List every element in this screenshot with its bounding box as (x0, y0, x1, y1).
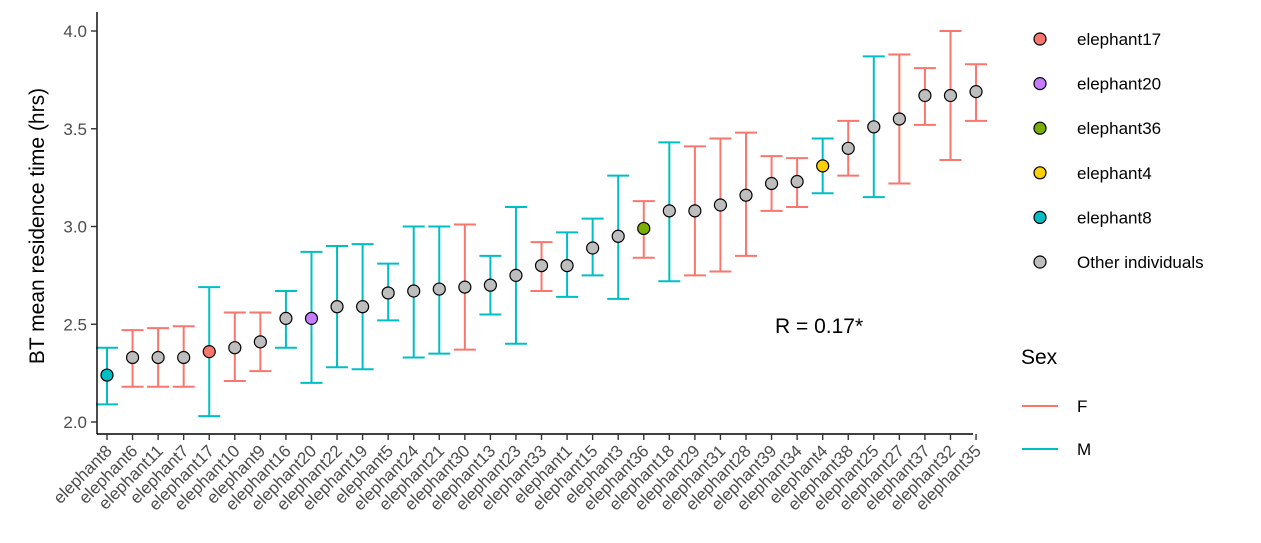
legend-item-elephant8: elephant8 (1033, 208, 1152, 227)
point-elephant7 (177, 350, 191, 365)
y-tick-label: 3.0 (63, 218, 87, 237)
point-elephant8 (100, 368, 114, 382)
point-elephant35 (969, 85, 983, 99)
point-elephant23 (509, 268, 523, 282)
legend-label: elephant36 (1077, 119, 1161, 138)
y-tick-label: 4.0 (63, 22, 87, 41)
legend-item-other-individuals: Other individuals (1033, 253, 1204, 272)
point-elephant32 (943, 88, 958, 103)
legend-label: M (1077, 440, 1091, 459)
point-elephant37 (918, 88, 932, 103)
y-tick-label: 2.5 (63, 315, 87, 334)
legend-item-sex-m: M (1022, 440, 1091, 459)
legend-label: elephant4 (1077, 164, 1152, 183)
point-elephant15 (586, 241, 600, 255)
point-elephant28 (739, 188, 753, 202)
point-elephant21 (432, 282, 446, 296)
point-elephant18 (662, 204, 676, 218)
point-elephant25 (867, 120, 881, 134)
point-elephant20 (304, 311, 319, 325)
legend-swatch (1033, 121, 1047, 135)
legend-label: Other individuals (1077, 253, 1204, 272)
axes: 2.02.53.03.54.0elephant8elephant6elephan… (50, 12, 985, 514)
legend-title-sex: Sex (1021, 346, 1058, 369)
legend-swatch (1033, 166, 1047, 180)
legend-swatch (1033, 210, 1047, 224)
points (100, 85, 983, 382)
legend-item-elephant4: elephant4 (1033, 164, 1152, 183)
point-elephant3 (611, 229, 625, 243)
point-elephant6 (125, 350, 140, 365)
legend-swatch (1033, 32, 1047, 46)
point-elephant4 (816, 159, 830, 173)
point-elephant22 (330, 300, 344, 314)
legend-item-elephant17: elephant17 (1033, 30, 1161, 49)
legend-label: elephant8 (1077, 208, 1152, 227)
point-elephant34 (790, 174, 804, 189)
point-elephant30 (458, 280, 472, 294)
point-elephant33 (534, 259, 549, 273)
point-elephant24 (407, 284, 421, 298)
y-tick-label: 2.0 (63, 413, 87, 432)
point-elephant16 (279, 311, 293, 325)
legend-item-elephant20: elephant20 (1033, 75, 1161, 94)
point-elephant19 (356, 300, 370, 314)
point-elephant11 (151, 350, 165, 365)
point-elephant9 (253, 335, 267, 349)
legend-swatch (1033, 255, 1047, 269)
y-tick-label: 3.5 (63, 120, 87, 139)
point-elephant10 (228, 341, 242, 355)
y-axis-label: BT mean residence time (hrs) (26, 88, 49, 364)
point-elephant29 (688, 204, 702, 218)
correlation-annotation: R = 0.17* (775, 315, 863, 338)
point-elephant36 (637, 221, 651, 236)
legend-item-sex-f: F (1022, 397, 1087, 416)
point-elephant17 (202, 345, 216, 359)
legend-label: F (1077, 397, 1087, 416)
point-elephant13 (483, 278, 497, 292)
point-elephant38 (841, 141, 855, 155)
legend: elephant17 elephant20 elephant36 elephant4 e… (1021, 30, 1204, 459)
point-elephant5 (381, 286, 395, 300)
legend-swatch (1033, 76, 1047, 91)
error-bars (96, 30, 988, 418)
point-elephant31 (713, 198, 728, 212)
point-elephant1 (560, 259, 574, 273)
point-elephant27 (892, 112, 906, 126)
legend-label: elephant20 (1077, 75, 1161, 94)
legend-label: elephant17 (1077, 30, 1161, 49)
legend-item-elephant36: elephant36 (1033, 119, 1161, 138)
point-elephant39 (764, 176, 779, 191)
